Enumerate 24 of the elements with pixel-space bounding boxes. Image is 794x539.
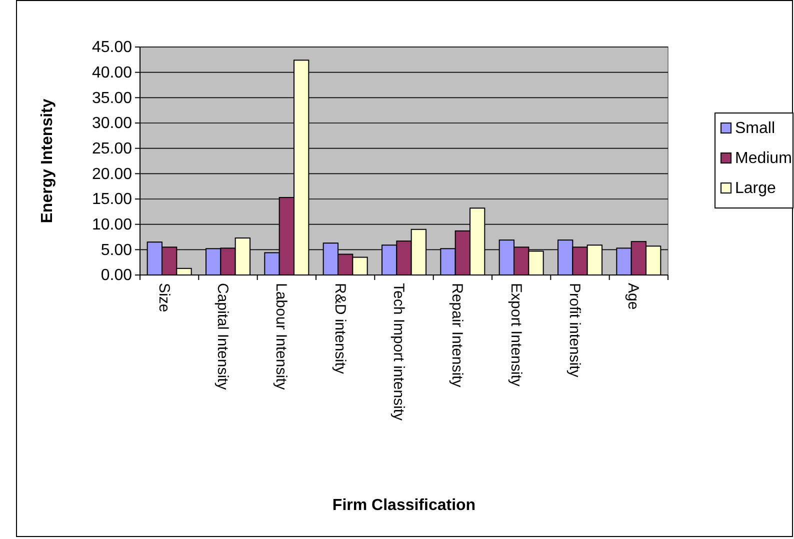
y-axis-title: Energy Intensity: [39, 98, 56, 224]
x-tick-label: Size: [155, 283, 172, 312]
legend-label: Medium: [735, 150, 792, 167]
x-axis-title: Firm Classification: [332, 497, 476, 514]
y-tick-label: 0.00: [100, 267, 132, 284]
legend-label: Large: [735, 180, 776, 197]
x-tick-label: R&D intensity: [331, 283, 348, 374]
x-tick-label: Age: [624, 283, 642, 310]
x-tick-label: Tech Import intensity: [390, 283, 408, 422]
y-tick-label: 30.00: [92, 115, 132, 132]
y-tick-label: 15.00: [92, 191, 132, 208]
x-tick-label: Labour Intensity: [272, 283, 290, 390]
y-tick-label: 10.00: [92, 216, 132, 234]
y-tick-label: 45.00: [92, 39, 132, 56]
x-tick-label: Export Intensity: [507, 283, 524, 387]
y-tick-label: 35.00: [92, 90, 132, 107]
x-tick-label: Repair Intensity: [448, 283, 466, 388]
y-tick-label: 40.00: [92, 64, 132, 82]
y-tick-label: 5.00: [100, 242, 132, 259]
legend-label: Small: [735, 120, 776, 137]
y-tick-label: 25.00: [92, 140, 132, 158]
y-tick-label: 20.00: [92, 166, 132, 183]
x-tick-label: Capital Intensity: [214, 283, 232, 390]
x-tick-label: Profit intensity: [566, 283, 584, 378]
